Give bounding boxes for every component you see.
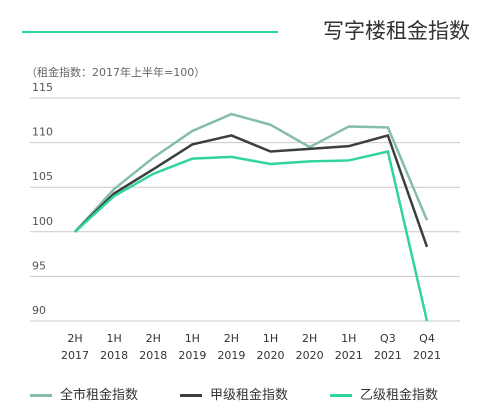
series-line (74, 133, 429, 248)
legend-label: 甲级租金指数 (210, 388, 289, 403)
x-tick-label: 2H 2019 (217, 332, 246, 362)
x-tick-label: 1H 2018 (100, 332, 129, 362)
x-tick-label: Q3 2021 (373, 332, 402, 362)
x-tick-label: 1H 2020 (256, 332, 285, 362)
x-tick-label: 2H 2017 (61, 332, 89, 362)
legend-label: 乙级租金指数 (360, 388, 439, 403)
y-tick-label: 115 (32, 81, 53, 94)
y-tick-label: 110 (32, 126, 53, 139)
legend-swatch (330, 394, 352, 397)
x-tick-label: 1H 2019 (178, 332, 207, 362)
x-tick-label: 2H 2018 (139, 332, 168, 362)
legend-label: 全市租金指数 (60, 388, 139, 403)
y-tick-label: 90 (32, 304, 46, 317)
legend-item: 乙级租金指数 (330, 384, 438, 403)
y-tick-label: 105 (32, 170, 53, 183)
x-tick-label: 2H 2020 (295, 332, 324, 362)
legend-item: 甲级租金指数 (180, 384, 288, 403)
legend-swatch (180, 394, 202, 397)
y-tick-label: 100 (32, 215, 53, 228)
chart-subtitle: （租金指数：2017年上半年=100） (26, 65, 205, 79)
legend-swatch (30, 394, 52, 397)
series-line (74, 112, 429, 233)
chart-title: 写字楼租金指数 (323, 19, 470, 43)
y-tick-label: 95 (32, 259, 46, 272)
series-line (74, 150, 429, 322)
x-tick-label: Q4 2021 (413, 332, 441, 362)
legend-item: 全市租金指数 (30, 384, 138, 403)
x-tick-label: 1H 2021 (334, 332, 363, 362)
